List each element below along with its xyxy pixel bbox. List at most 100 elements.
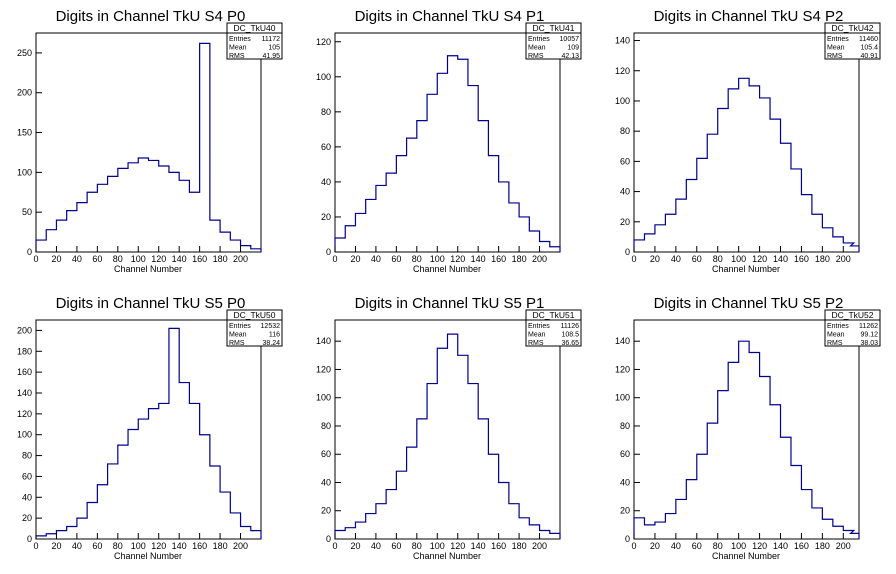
- y-tick-label: 20: [620, 217, 630, 227]
- x-tick-label: 0: [332, 254, 337, 264]
- stats-label-rms: RMS: [528, 53, 544, 60]
- y-tick-label: 100: [17, 430, 32, 440]
- stats-label-mean: Mean: [229, 45, 247, 52]
- x-tick-label: 180: [512, 254, 527, 264]
- stats-label-mean: Mean: [229, 332, 247, 339]
- y-tick-label: 100: [615, 393, 630, 403]
- y-tick-label: 0: [625, 534, 630, 544]
- chart-title: Digits in Channel TkU S5 P0: [56, 295, 246, 312]
- x-tick-label: 0: [33, 254, 38, 264]
- y-tick-label: 100: [316, 393, 331, 403]
- y-tick-label: 60: [620, 156, 630, 166]
- x-tick-label: 120: [752, 541, 767, 551]
- chart-panel-2: Digits in Channel TkU S4 P1 0 20 40 60 80 100 1…: [316, 8, 582, 274]
- y-tick-label: 100: [316, 72, 331, 82]
- x-tick-label: 80: [412, 541, 422, 551]
- histogram-line: [35, 327, 262, 539]
- y-tick-label: 200: [17, 325, 32, 335]
- stats-box-frame: [525, 309, 582, 347]
- histogram-line: [334, 333, 561, 539]
- y-tick-label: 100: [615, 96, 630, 106]
- x-tick-label: 60: [692, 254, 702, 264]
- stats-label-rms: RMS: [229, 53, 245, 60]
- stats-value-rms: 40.91: [860, 53, 878, 60]
- stats-box: DC_TkU40 Entries 11172 Mean 105 RMS 41.95: [226, 22, 283, 60]
- x-tick-label: 140: [471, 254, 486, 264]
- x-tick-label: 60: [391, 254, 401, 264]
- x-tick-label: 0: [631, 541, 636, 551]
- x-tick-label: 160: [192, 541, 207, 551]
- stats-box-frame: [226, 309, 283, 347]
- y-tick-label: 100: [17, 167, 32, 177]
- stats-label-rms: RMS: [827, 340, 843, 347]
- x-tick-label: 20: [51, 254, 61, 264]
- stats-value-mean: 109: [567, 45, 579, 52]
- y-tick-label: 160: [17, 367, 32, 377]
- x-tick-label: 80: [412, 254, 422, 264]
- x-tick-label: 200: [233, 254, 248, 264]
- stats-name: DC_TkU42: [831, 23, 873, 33]
- y-tick-label: 80: [321, 421, 331, 431]
- y-tick-label: 180: [17, 346, 32, 356]
- chart-title: Digits in Channel TkU S4 P2: [654, 8, 844, 25]
- stats-label-entries: Entries: [528, 323, 550, 330]
- plot-frame: [35, 319, 262, 540]
- stats-box-frame: [525, 22, 582, 60]
- x-tick-label: 120: [151, 541, 166, 551]
- x-tick-label: 100: [131, 254, 146, 264]
- y-tick-label: 250: [17, 48, 32, 58]
- y-tick-label: 40: [321, 177, 331, 187]
- stats-label-entries: Entries: [827, 323, 849, 330]
- plot-frame: [633, 32, 860, 253]
- y-tick-label: 40: [321, 477, 331, 487]
- x-tick-label: 200: [836, 541, 851, 551]
- stats-value-mean: 105: [268, 45, 280, 52]
- x-tick-label: 100: [430, 254, 445, 264]
- stats-box-frame: [226, 22, 283, 60]
- x-tick-label: 40: [72, 254, 82, 264]
- stats-box: DC_TkU51 Entries 11126 Mean 108.5 RMS 36.65: [525, 309, 582, 347]
- y-tick-label: 50: [22, 207, 32, 217]
- y-tick-label: 40: [22, 492, 32, 502]
- y-tick-label: 20: [321, 212, 331, 222]
- x-tick-label: 140: [471, 541, 486, 551]
- x-tick-label: 20: [350, 254, 360, 264]
- x-tick-label: 80: [113, 541, 123, 551]
- stats-value-rms: 36.65: [561, 340, 579, 347]
- chart-panel-5: Digits in Channel TkU S5 P1 0 20 40 60 80 100 1…: [316, 295, 582, 561]
- x-tick-label: 20: [650, 254, 660, 264]
- y-tick-label: 0: [326, 534, 331, 544]
- x-axis-label: Channel Number: [413, 551, 481, 561]
- x-tick-label: 120: [450, 541, 465, 551]
- x-tick-label: 120: [752, 254, 767, 264]
- x-tick-label: 20: [350, 541, 360, 551]
- stats-value-mean: 105.4: [860, 45, 878, 52]
- x-tick-label: 0: [631, 254, 636, 264]
- x-tick-label: 100: [731, 254, 746, 264]
- stats-value-entries: 11262: [859, 323, 878, 330]
- stats-label-entries: Entries: [229, 36, 251, 43]
- x-tick-label: 200: [532, 541, 547, 551]
- y-tick-label: 0: [326, 247, 331, 257]
- y-tick-label: 140: [316, 336, 331, 346]
- x-tick-label: 200: [532, 254, 547, 264]
- x-tick-label: 40: [671, 254, 681, 264]
- x-tick-label: 200: [836, 254, 851, 264]
- stats-label-rms: RMS: [528, 340, 544, 347]
- chart-title: Digits in Channel TkU S4 P0: [56, 8, 246, 25]
- y-tick-label: 40: [620, 477, 630, 487]
- stats-label-entries: Entries: [229, 323, 251, 330]
- stats-box: DC_TkU50 Entries 12532 Mean 116 RMS 38.24: [226, 309, 283, 347]
- stats-value-entries: 11460: [859, 36, 878, 43]
- y-tick-label: 80: [22, 451, 32, 461]
- stats-value-mean: 108.5: [561, 332, 579, 339]
- y-tick-label: 0: [625, 247, 630, 257]
- stats-name: DC_TkU41: [532, 23, 574, 33]
- x-tick-label: 80: [713, 541, 723, 551]
- x-tick-label: 180: [512, 541, 527, 551]
- x-tick-label: 180: [815, 541, 830, 551]
- stats-value-entries: 11172: [262, 36, 281, 43]
- stats-label-mean: Mean: [827, 332, 845, 339]
- x-tick-label: 140: [773, 541, 788, 551]
- x-tick-label: 100: [731, 541, 746, 551]
